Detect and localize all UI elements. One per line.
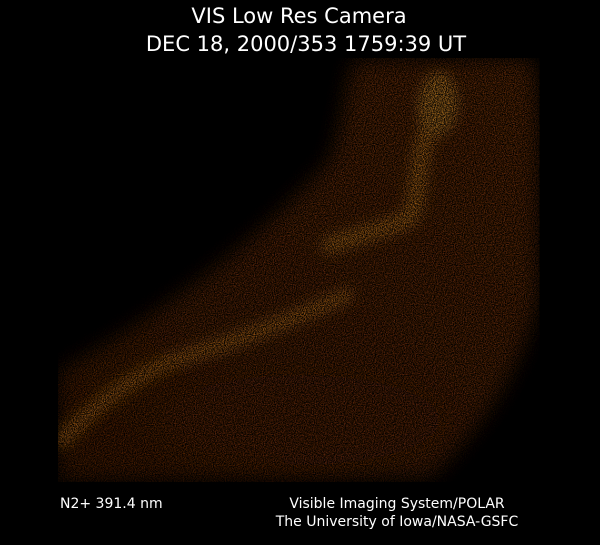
- aurora-spot: [418, 75, 458, 135]
- timestamp: DEC 18, 2000/353 1759:39 UT: [146, 32, 466, 56]
- wavelength: N2+ 391.4 nm: [60, 496, 163, 512]
- title: VIS Low Res Camera: [191, 4, 406, 28]
- aurora-glow: [160, 375, 440, 465]
- aurora-image: [54, 58, 540, 482]
- aurora-arc: [54, 288, 353, 448]
- credit-line: The University of Iowa/NASA-GSFC: [275, 514, 519, 530]
- credit-line: Visible Imaging System/POLAR: [289, 496, 505, 512]
